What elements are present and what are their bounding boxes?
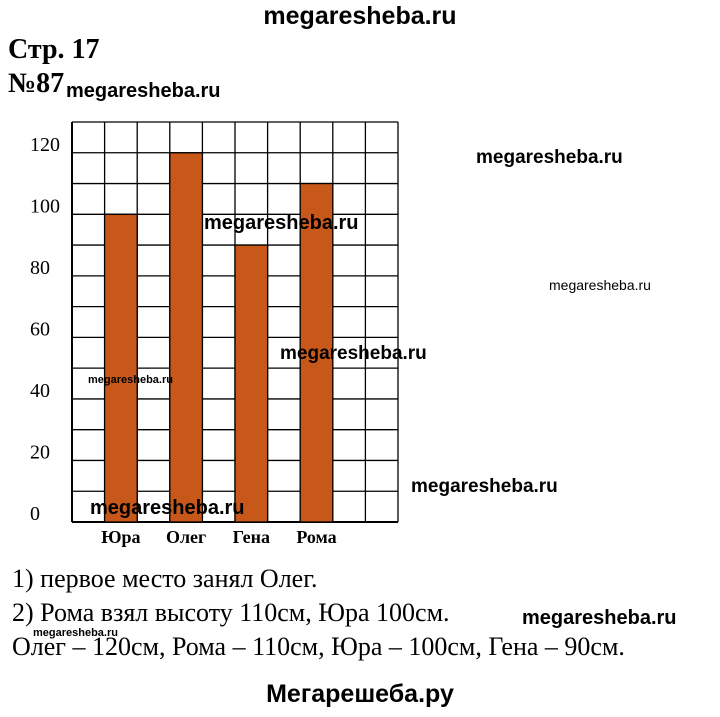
x-tick-label: Гена [233,527,270,547]
y-tick-label: 20 [30,441,50,463]
watermark: megaresheba.ru [88,374,173,386]
watermark: megaresheba.ru [549,277,651,293]
watermark: megaresheba.ru [280,343,427,364]
x-tick-label: Рома [296,527,336,547]
answer-line-3: Олег – 120см, Рома – 110см, Юра – 100см,… [12,632,625,661]
x-tick-label: Юра [101,527,140,547]
bar-0 [103,213,138,523]
bar-3 [299,182,334,523]
y-tick-label: 60 [30,318,50,340]
chart-bars [103,152,334,523]
page-label: Стр. 17 [8,34,100,65]
y-tick-label: 0 [30,503,40,525]
watermark: megaresheba.ru [476,147,623,168]
bar-chart: 0 20 40 60 80 100 120 Юра Олег Гена Рома [30,121,399,547]
site-watermark-bottom: Мегарешеба.ру [266,680,454,708]
watermark: megaresheba.ru [204,212,359,234]
y-tick-label: 40 [30,380,50,402]
site-watermark-top: megaresheba.ru [263,2,457,30]
answer-line-1: 1) первое место занял Олег. [12,564,318,593]
bar-2 [234,244,269,523]
y-tick-label: 80 [30,257,50,279]
x-axis-labels: Юра Олег Гена Рома [101,527,336,547]
y-tick-label: 100 [30,195,60,217]
watermark: megaresheba.ru [33,627,118,639]
watermark: megaresheba.ru [522,607,677,629]
watermark: megaresheba.ru [66,80,221,102]
x-tick-label: Олег [166,527,206,547]
watermark: megaresheba.ru [411,476,558,497]
task-number: №87 [8,68,65,99]
bar-1 [169,152,204,523]
y-tick-label: 120 [30,134,60,156]
y-axis-ticks: 0 20 40 60 80 100 120 [30,134,60,525]
watermark: megaresheba.ru [90,497,245,519]
answer-line-2: 2) Рома взял высоту 110см, Юра 100см. [12,598,450,627]
